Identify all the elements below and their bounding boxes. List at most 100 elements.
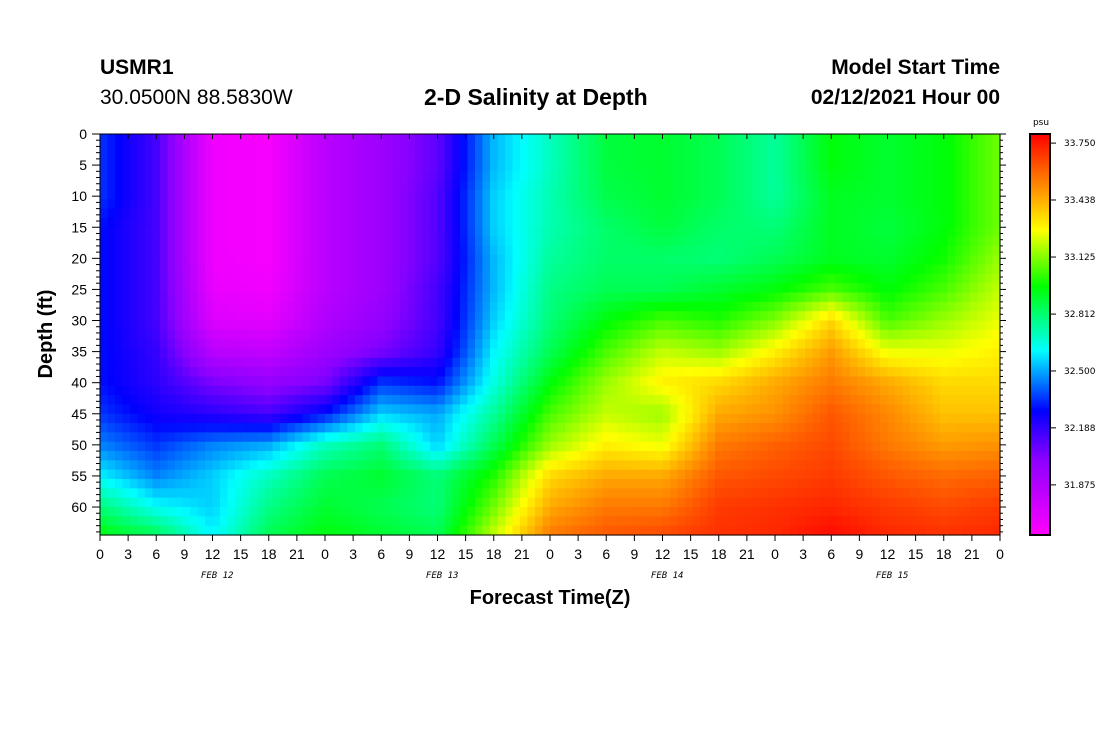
heatmap-cell [932,451,941,461]
heatmap-cell [572,301,581,312]
heatmap-cell [535,227,544,238]
heatmap-cell [302,404,311,415]
heatmap-cell [122,134,131,144]
heatmap-cell [587,404,596,415]
heatmap-cell [775,451,784,461]
heatmap-cell [677,199,686,210]
heatmap-cell [122,320,131,331]
heatmap-cell [902,507,911,517]
heatmap-cell [617,208,626,219]
heatmap-cell [340,273,349,284]
heatmap-cell [175,161,184,172]
heatmap-cell [632,311,641,322]
heatmap-cell [325,432,334,443]
heatmap-cell [475,189,484,200]
heatmap-cell [850,497,859,508]
heatmap-cell [407,497,416,508]
heatmap-cell [167,460,176,471]
heatmap-cell [332,423,341,434]
heatmap-cell [212,171,221,182]
heatmap-cell [587,143,596,154]
heatmap-cell [122,423,131,434]
heatmap-cell [392,208,401,219]
heatmap-cell [340,413,349,424]
heatmap-cell [700,329,709,340]
heatmap-cell [925,423,934,434]
heatmap-cell [415,311,424,322]
heatmap-cell [482,292,491,303]
heatmap-cell [227,311,236,322]
heatmap-cell [250,283,259,294]
heatmap-cell [910,208,919,219]
heatmap-cell [467,432,476,443]
heatmap-cell [895,320,904,331]
heatmap-cell [422,357,431,368]
heatmap-cell [557,460,566,471]
heatmap-cell [572,152,581,163]
heatmap-cell [137,339,146,350]
heatmap-cell [625,208,634,219]
heatmap-cell [475,208,484,219]
heatmap-cell [407,161,416,172]
heatmap-cell [827,180,836,191]
heatmap-cell [287,404,296,415]
heatmap-cell [182,264,191,275]
heatmap-cell [737,161,746,172]
heatmap-cell [212,339,221,350]
heatmap-cell [782,497,791,508]
heatmap-cell [925,301,934,312]
heatmap-cell [370,264,379,275]
heatmap-cell [655,255,664,266]
heatmap-cell [415,180,424,191]
heatmap-cell [580,264,589,275]
heatmap-cell [797,227,806,238]
heatmap-cell [527,311,536,322]
heatmap-cell [377,339,386,350]
heatmap-cell [415,404,424,415]
heatmap-cell [587,301,596,312]
heatmap-cell [212,413,221,424]
heatmap-cell [572,451,581,461]
heatmap-cell [857,283,866,294]
heatmap-cell [475,217,484,228]
heatmap-cell [805,469,814,480]
heatmap-cell [797,245,806,256]
heatmap-cell [902,488,911,499]
heatmap-cell [152,161,161,172]
heatmap-cell [475,134,484,144]
heatmap-cell [767,339,776,350]
heatmap-cell [715,460,724,471]
heatmap-cell [175,245,184,256]
heatmap-cell [272,413,281,424]
heatmap-cell [917,357,926,368]
heatmap-cell [115,264,124,275]
heatmap-cell [947,339,956,350]
heatmap-cell [947,180,956,191]
heatmap-cell [250,441,259,452]
heatmap-cell [565,479,574,489]
heatmap-cell [302,273,311,284]
heatmap-cell [827,413,836,424]
heatmap-cell [872,152,881,163]
heatmap-cell [310,423,319,434]
heatmap-cell [685,385,694,396]
heatmap-cell [437,413,446,424]
heatmap-cell [347,208,356,219]
heatmap-cell [677,507,686,517]
heatmap-cell [430,376,439,387]
heatmap-cell [730,395,739,406]
heatmap-cell [377,171,386,182]
heatmap-cell [520,134,529,144]
heatmap-cell [752,376,761,387]
heatmap-cell [272,255,281,266]
heatmap-cell [265,311,274,322]
heatmap-cell [400,488,409,499]
heatmap-cell [107,488,116,499]
heatmap-cell [295,329,304,340]
heatmap-cell [842,292,851,303]
heatmap-cell [385,283,394,294]
heatmap-cell [400,395,409,406]
heatmap-cell [505,180,514,191]
heatmap-cell [460,236,469,247]
heatmap-cell [940,255,949,266]
